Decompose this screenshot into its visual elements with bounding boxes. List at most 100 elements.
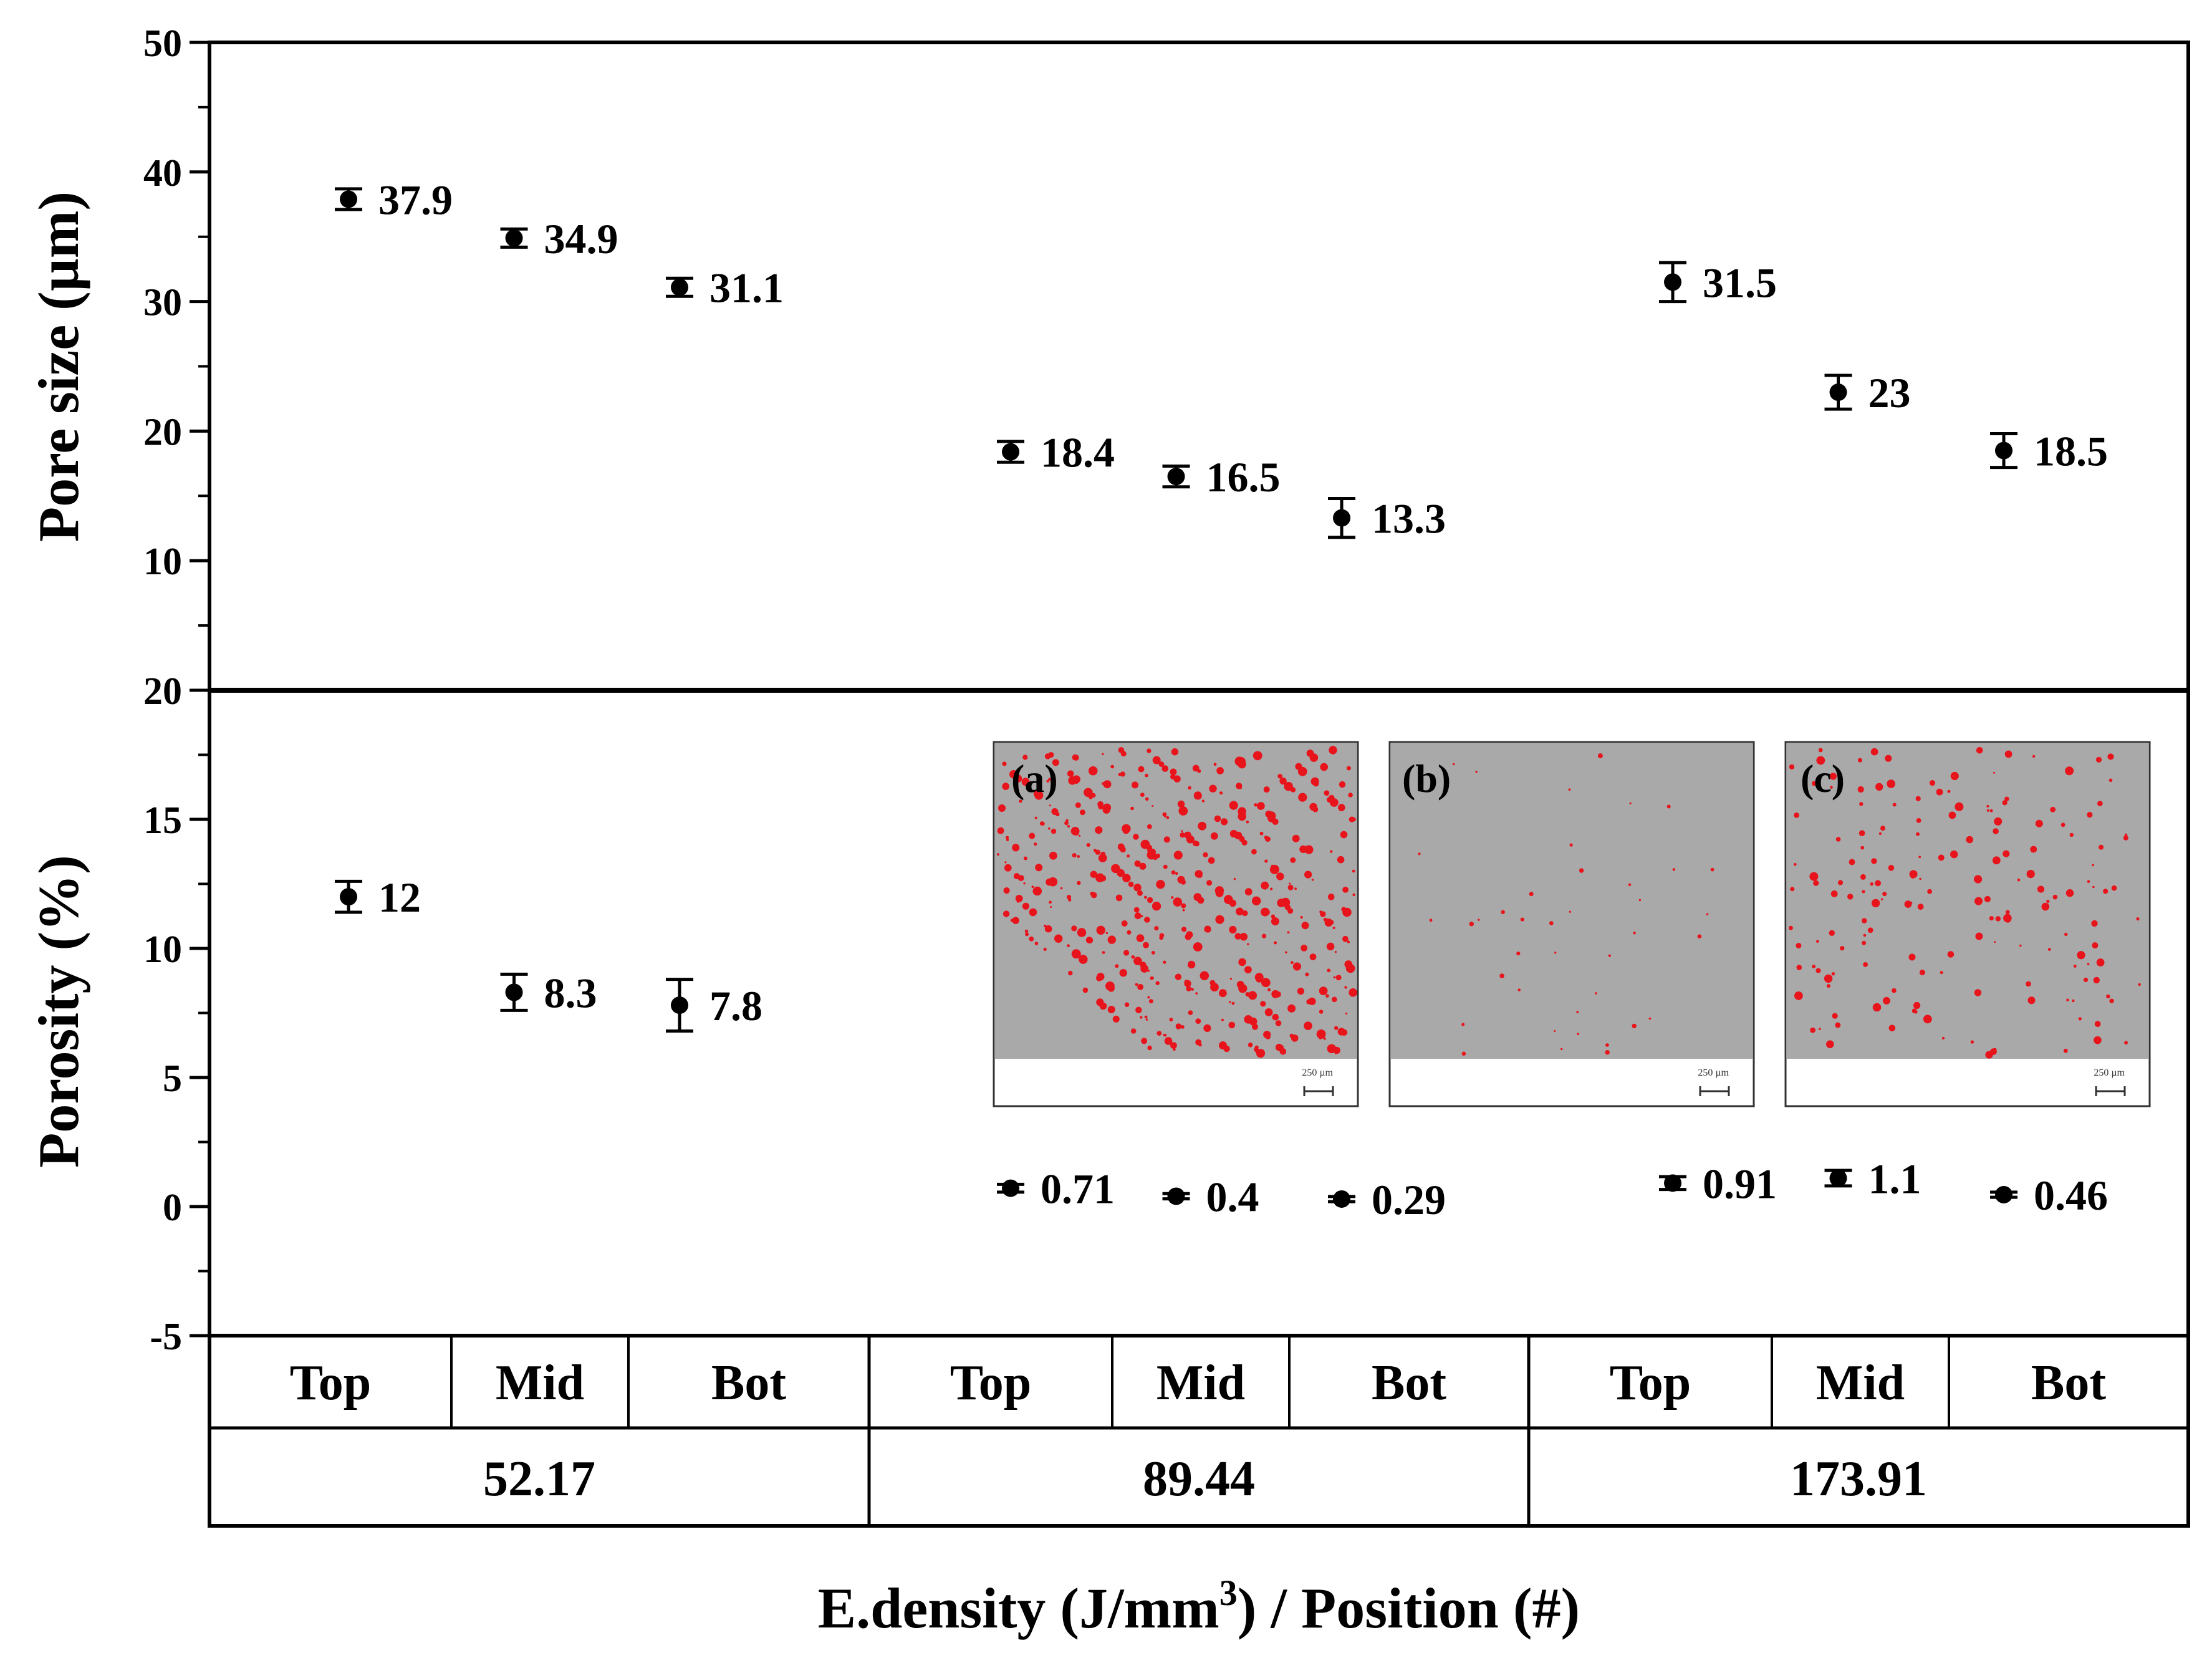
pore-dot [1517, 988, 1521, 991]
pore-dot [1135, 983, 1138, 986]
pore-dot [1203, 1024, 1211, 1032]
inset-c-pores [1789, 747, 2141, 1059]
pore-dot [1910, 873, 1916, 879]
pore-dot [1134, 912, 1142, 920]
pore-dot [1121, 920, 1128, 927]
pore-dot [1311, 879, 1314, 881]
pore-dot [1004, 861, 1007, 864]
pore-dot [1324, 790, 1330, 796]
pore-dot [1244, 966, 1252, 973]
pore-size-marker [340, 190, 358, 208]
pore-dot [1875, 880, 1881, 887]
porosity-marker [505, 983, 523, 1001]
pore-dot [2107, 753, 2114, 760]
pore-dot [2083, 977, 2089, 982]
pore-dot [1858, 758, 1862, 763]
pore-dot [1287, 931, 1290, 934]
pore-dot [1003, 887, 1010, 894]
pore-dot [1052, 759, 1059, 766]
pore-dot [1021, 778, 1030, 786]
pore-dot [1291, 961, 1294, 965]
pore-dot [1229, 978, 1232, 980]
pore-dot [1312, 783, 1315, 785]
pore-dot [1577, 1033, 1579, 1035]
pore-dot [1097, 973, 1105, 981]
pore-dot [1221, 1018, 1224, 1021]
pore-dot [1175, 973, 1181, 980]
pore-dot [1790, 887, 1795, 892]
pore-dot [1198, 1043, 1202, 1047]
pore-dot [1333, 976, 1336, 979]
pore-dot [1287, 884, 1294, 890]
pore-dot [1191, 988, 1194, 991]
pore-dot [1120, 771, 1125, 777]
pore-size-tick-label: 50 [143, 22, 182, 65]
top-y-axis: 10 20 30 40 50 [143, 22, 209, 627]
pore-dot [1292, 962, 1301, 971]
pore-dot [1301, 922, 1309, 930]
pore-dot [1034, 816, 1037, 819]
pore-dot [1117, 843, 1125, 851]
pore-dot [1236, 907, 1244, 916]
pore-dot [2005, 910, 2010, 915]
pore-dot [1597, 753, 1603, 759]
pore-dot [1882, 892, 1887, 897]
pore-dot [1146, 844, 1152, 851]
pore-dot [1300, 916, 1303, 919]
pore-dot [1333, 1046, 1340, 1054]
pore-dot [1263, 1031, 1271, 1039]
pore-dot [1118, 747, 1125, 753]
inset-b-micrograph [1391, 743, 1753, 1059]
pore-dot [1947, 951, 1955, 958]
pore-dot [1950, 771, 1959, 781]
pore-dot [1264, 836, 1268, 839]
pore-dot [2138, 983, 2141, 986]
inset-c: (c) 250 µm [1784, 741, 2151, 1107]
pore-dot [1298, 793, 1307, 802]
pore-dot [1154, 926, 1159, 931]
pore-dot [1031, 885, 1034, 889]
pore-dot [1976, 747, 1983, 754]
pore-dot [2096, 958, 2105, 966]
pore-dot [1140, 793, 1145, 797]
pore-dot [2047, 948, 2051, 951]
x-category-table: Top Mid Bot Top Mid Bot Top Mid Bot 52.1… [208, 1334, 2190, 1528]
pore-dot [1271, 864, 1274, 867]
pore-dot [1046, 779, 1049, 783]
pore-dot [1304, 870, 1312, 879]
top-series: 37.9 34.9 31.1 18.4 16.5 13.3 31.5 23 18.5 [335, 176, 2108, 542]
pore-dot [1289, 882, 1291, 885]
pore-dot [1272, 1013, 1279, 1021]
pore-dot [1239, 933, 1248, 941]
pore-dot [1169, 1018, 1173, 1022]
pore-dot [1203, 852, 1208, 857]
pore-dot [1115, 894, 1123, 902]
pore-dot [1629, 802, 1632, 804]
pore-dot [1102, 803, 1112, 812]
pore-dot [2109, 778, 2113, 783]
pore-dot [1264, 859, 1268, 863]
pore-dot [1170, 768, 1177, 776]
pore-dot [1994, 817, 2003, 826]
pore-dot [2092, 942, 2099, 949]
pore-dot [1326, 942, 1335, 951]
pore-dot [1989, 916, 1994, 921]
pore-dot [1067, 770, 1074, 777]
inset-a-scale-bar [1303, 1086, 1334, 1096]
pore-dot [1815, 968, 1821, 973]
pore-dot [1835, 1022, 1841, 1028]
pore-dot [1102, 951, 1105, 954]
pore-dot [1122, 874, 1125, 876]
pore-dot [1710, 867, 1714, 872]
pore-dot [1860, 874, 1866, 880]
pore-dot [1826, 984, 1830, 988]
pore-dot [1122, 874, 1131, 882]
pore-dot [1006, 838, 1009, 842]
pore-dot [1320, 911, 1326, 917]
pore-dot [1200, 971, 1209, 981]
pore-dot [1034, 791, 1044, 800]
pore-dot [1453, 763, 1455, 766]
pore-dot [1136, 934, 1145, 942]
pore-dot [1086, 843, 1090, 847]
pore-dot [1909, 902, 1913, 905]
